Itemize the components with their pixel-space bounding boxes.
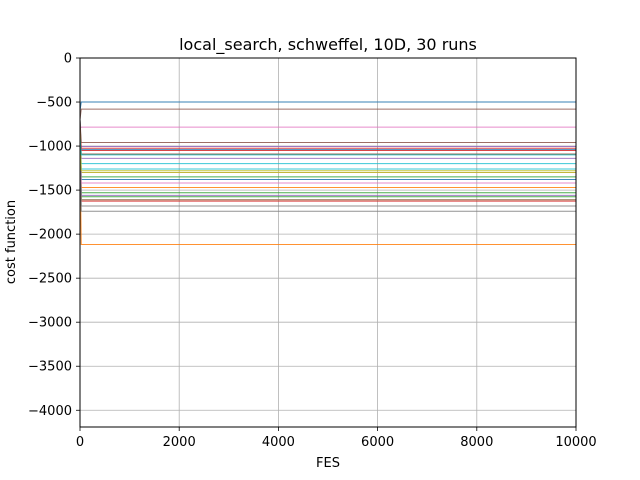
y-tick-label: −2500 xyxy=(28,272,72,287)
ticks: 0 2000 4000 6000 8000 10000 0 −500 −1000 −1500 −20… xyxy=(28,52,597,451)
x-tick-label: 0 xyxy=(76,435,84,450)
y-tick-label: −3000 xyxy=(28,316,72,331)
y-tick-label: −4000 xyxy=(28,404,72,419)
y-tick-label: −1000 xyxy=(28,140,72,155)
x-tick-label: 10000 xyxy=(555,435,596,450)
y-tick-label: 0 xyxy=(64,52,72,67)
x-tick-label: 4000 xyxy=(262,435,295,450)
x-tick-label: 8000 xyxy=(460,435,493,450)
y-tick-label: −3500 xyxy=(28,360,72,375)
y-axis-label: cost function xyxy=(4,200,19,284)
x-tick-label: 6000 xyxy=(361,435,394,450)
series-layer xyxy=(79,101,576,246)
plot-area xyxy=(80,58,576,427)
chart-title: local_search, schweffel, 10D, 30 runs xyxy=(179,35,477,55)
x-tick-label: 2000 xyxy=(163,435,196,450)
x-axis-label: FES xyxy=(316,456,340,471)
y-tick-label: −500 xyxy=(36,96,72,111)
plot-frame xyxy=(79,57,577,428)
y-tick-label: −2000 xyxy=(28,228,72,243)
y-tick-label: −1500 xyxy=(28,184,72,199)
